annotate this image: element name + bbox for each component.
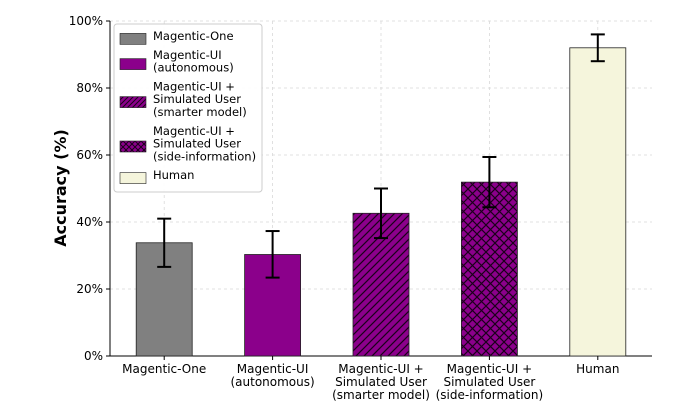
x-tick-label: Magentic-UI + Simulated User (smarter mode… — [332, 362, 430, 402]
x-tick-label: Human — [576, 362, 619, 376]
x-tick-label-line: Magentic-One — [122, 362, 206, 376]
legend-label: Magentic-UI + Simulated User (side-informa… — [153, 124, 256, 164]
x-tick-label-line: Magentic-UI + — [338, 362, 423, 376]
y-tick-label: 100% — [69, 14, 103, 28]
x-tick-label: Magentic-UI (autonomous) — [230, 362, 314, 389]
legend-label: Magentic-UI + Simulated User (smarter mode… — [153, 79, 247, 119]
legend-swatch — [119, 33, 147, 45]
x-tick-label-line: Simulated User — [335, 375, 427, 389]
x-tick-label-line: (side-information) — [436, 388, 544, 402]
x-tick-label-line: Human — [576, 362, 619, 376]
x-tick-label-line: Magentic-UI — [237, 362, 309, 376]
legend-label-line: Simulated User — [153, 92, 241, 106]
legend-swatch — [119, 96, 147, 108]
y-tick-label: 0% — [84, 349, 103, 363]
legend-swatch — [119, 140, 147, 153]
y-axis-label: Accuracy (%) — [51, 129, 70, 247]
x-tick-label-line: (autonomous) — [230, 375, 314, 389]
legend-swatch — [119, 172, 147, 184]
y-ticks: 0% 20% 40% 60% 80% 100% — [69, 14, 110, 363]
legend-label-line: (autonomous) — [153, 61, 234, 75]
legend-label-line: (side-information) — [153, 149, 256, 163]
legend-swatch — [119, 58, 147, 70]
x-tick-label: Magentic-One — [122, 362, 206, 376]
x-ticks: Magentic-One Magentic-UI (autonomous)Magen… — [122, 356, 619, 402]
legend-label: Magentic-One — [153, 29, 234, 43]
x-tick-label: Magentic-UI + Simulated User (side-informa… — [436, 362, 544, 402]
y-tick-label: 20% — [76, 282, 103, 296]
y-tick-label: 60% — [76, 148, 103, 162]
y-tick-label: 80% — [76, 81, 103, 95]
legend-label-line: Magentic-UI — [153, 48, 222, 62]
y-tick-label: 40% — [76, 215, 103, 229]
x-tick-label-line: (smarter model) — [332, 388, 430, 402]
bar — [460, 181, 518, 357]
legend-box — [113, 23, 263, 193]
legend-label-line: Human — [153, 168, 194, 182]
bars — [135, 47, 627, 357]
legend-label-line: Magentic-UI + — [153, 124, 235, 138]
legend-label: Human — [153, 168, 194, 182]
legend-label-line: Magentic-One — [153, 29, 234, 43]
legend-label-line: Magentic-UI + — [153, 79, 235, 93]
legend-label-line: (smarter model) — [153, 105, 247, 119]
legend-label-line: Simulated User — [153, 137, 241, 151]
error-bars — [157, 33, 605, 279]
bar — [569, 47, 627, 357]
x-tick-label-line: Simulated User — [443, 375, 535, 389]
x-tick-label-line: Magentic-UI + — [447, 362, 532, 376]
legend-label: Magentic-UI (autonomous) — [153, 48, 234, 75]
